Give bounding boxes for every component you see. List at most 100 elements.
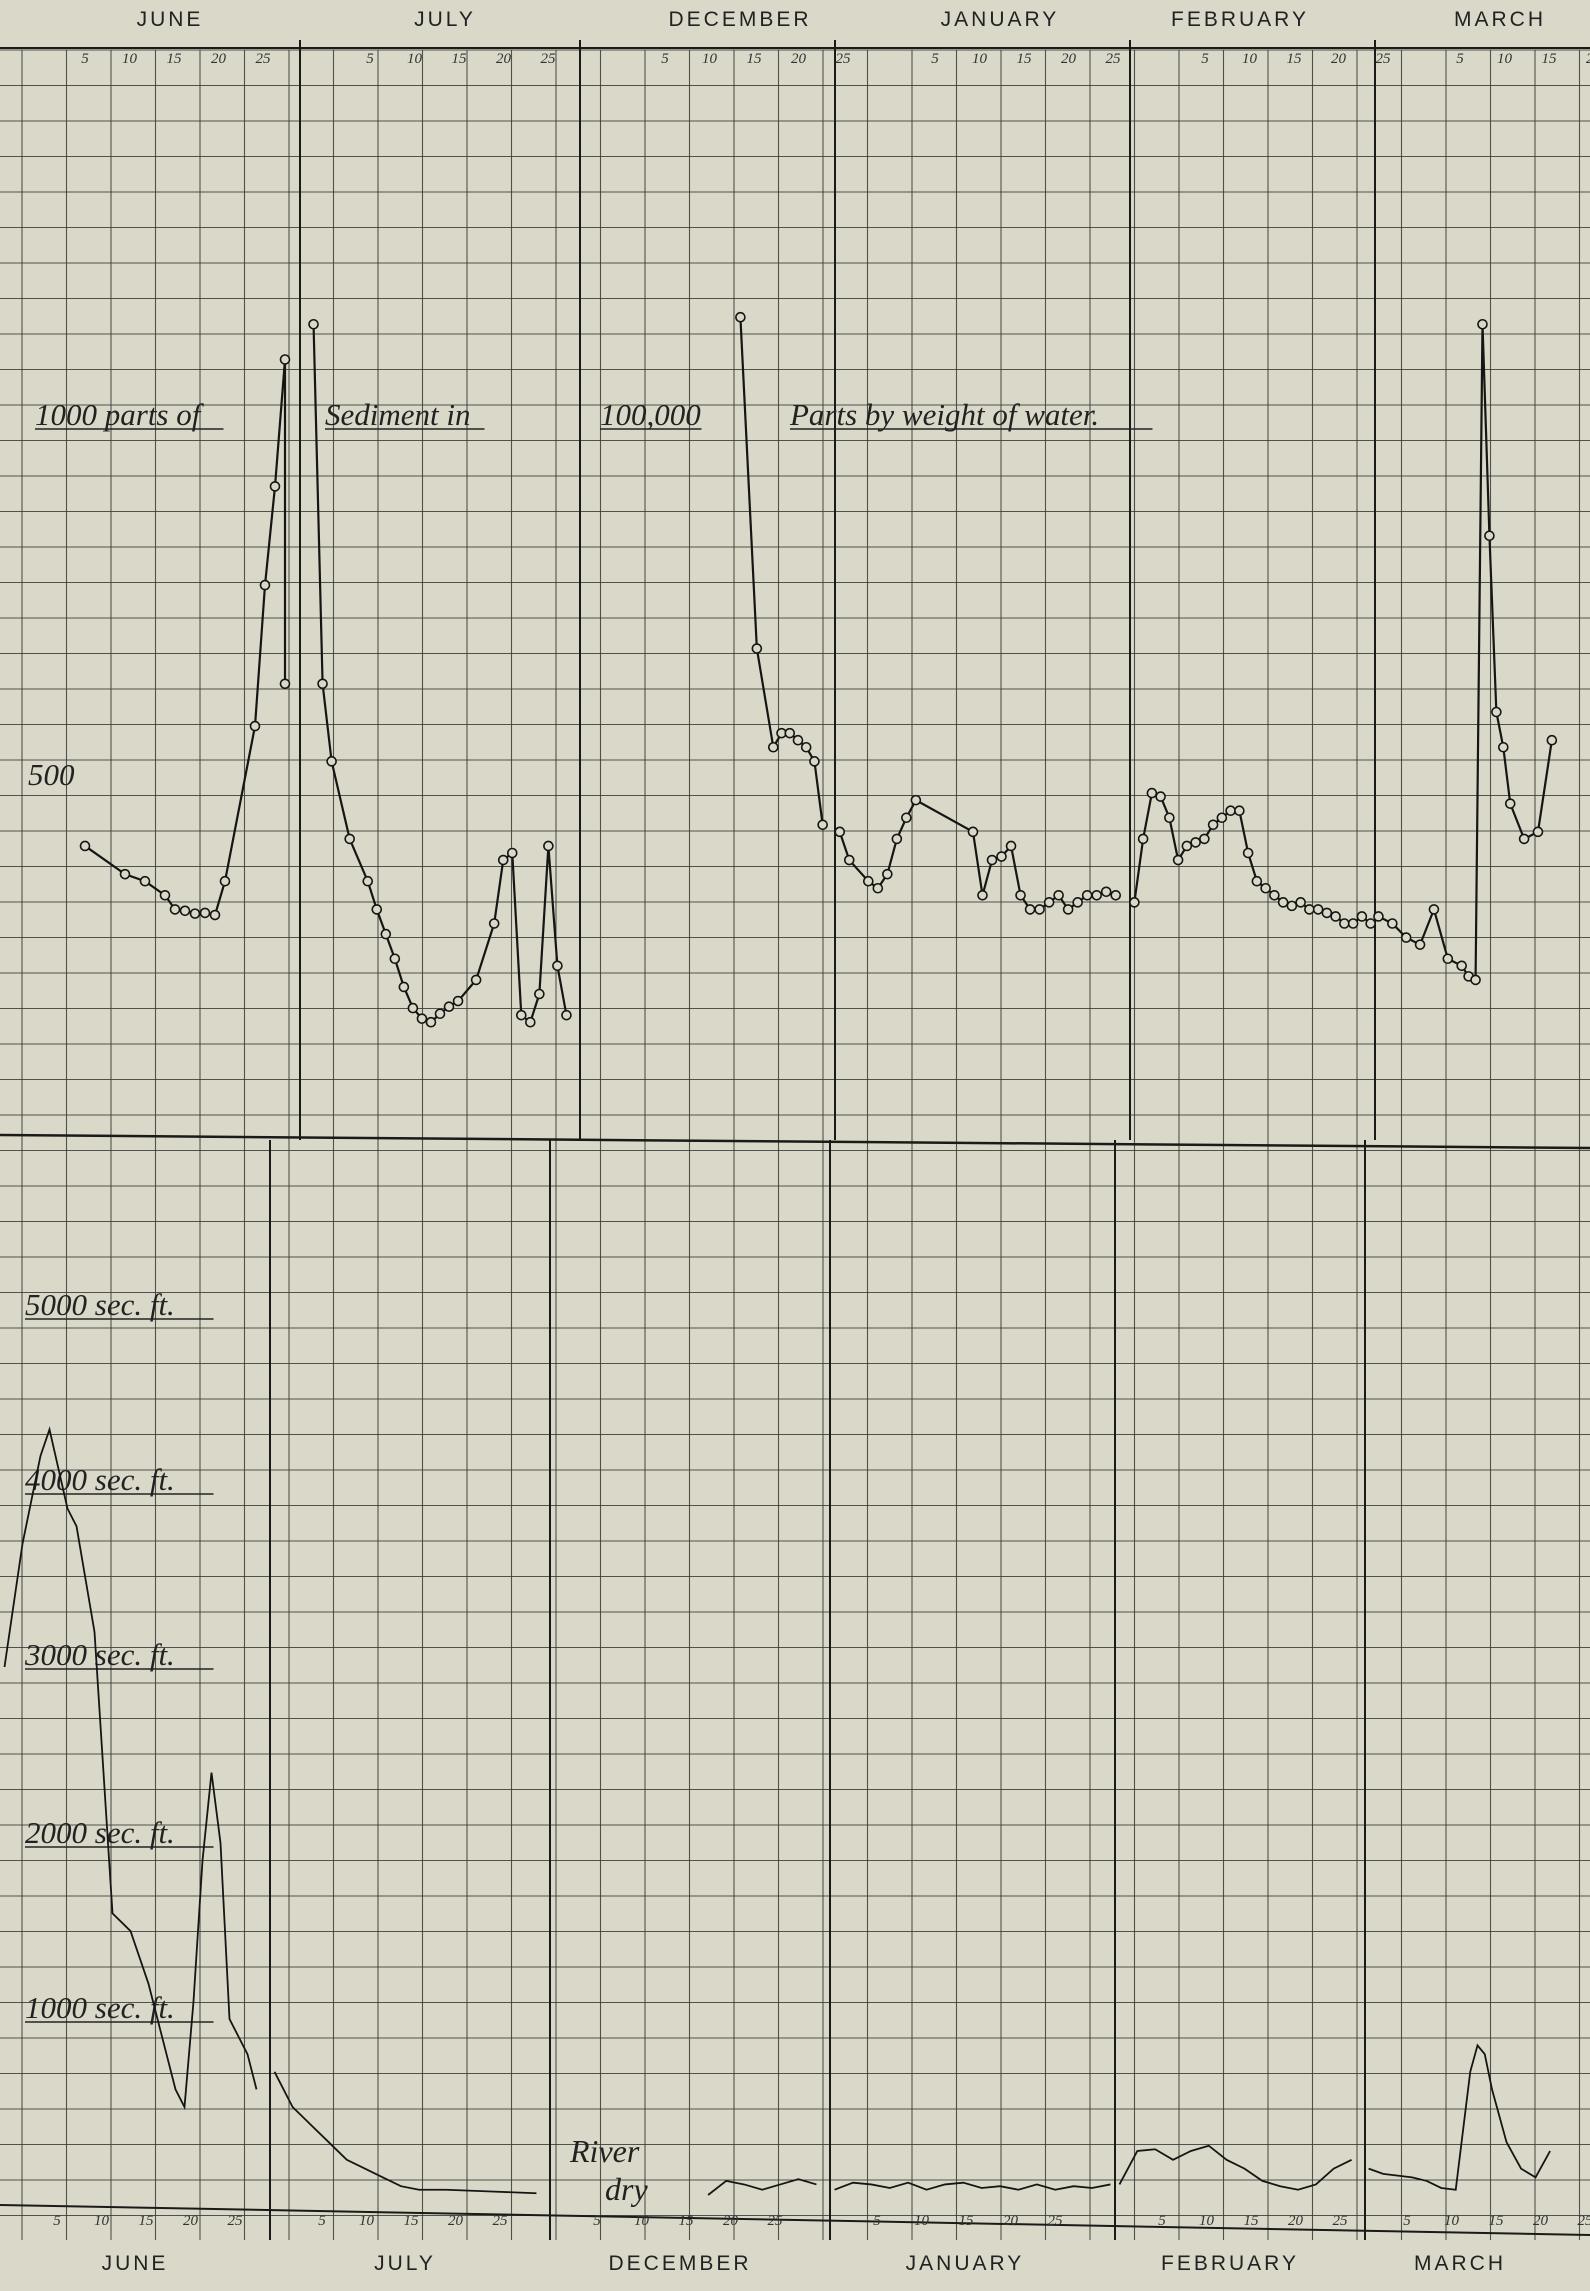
top-day-tick: 10 <box>702 51 718 67</box>
sediment-point <box>901 812 912 824</box>
sediment-point <box>1470 974 1481 986</box>
sediment-point <box>1428 904 1440 915</box>
top-month-label: FEBRUARY <box>1171 8 1309 31</box>
bottom-month-label: FEBRUARY <box>1161 2252 1299 2275</box>
sediment-point <box>891 833 903 845</box>
sediment-point <box>534 988 545 1000</box>
bottom-day-tick: 15 <box>1489 2213 1505 2229</box>
discharge-level-label: 2000 sec. ft. <box>25 1815 175 1850</box>
bottom-day-tick: 10 <box>1199 2213 1215 2229</box>
bottom-month-label: DECEMBER <box>608 2252 751 2275</box>
sediment-point <box>1043 897 1055 908</box>
bottom-day-tick: 20 <box>1003 2213 1019 2229</box>
river-dry-annotation: River <box>569 2133 640 2169</box>
top-day-tick: 25 <box>1106 51 1122 67</box>
sediment-point <box>189 908 201 919</box>
sediment-point <box>1373 911 1384 922</box>
sediment-point <box>967 826 979 838</box>
sediment-point <box>1207 819 1219 831</box>
bottom-day-tick: 15 <box>139 2213 155 2229</box>
discharge-level-label: 1000 sec. ft. <box>25 1990 175 2025</box>
top-day-tick: 10 <box>1242 51 1258 67</box>
bottom-day-tick: 5 <box>873 2213 881 2229</box>
bottom-day-tick: 20 <box>448 2213 464 2229</box>
sediment-title-part3: Parts by weight of water. <box>789 397 1099 432</box>
top-month-label: JANUARY <box>941 8 1060 31</box>
bottom-day-tick: 10 <box>94 2213 110 2229</box>
top-day-tick: 5 <box>81 51 89 67</box>
discharge-level-label: 5000 sec. ft. <box>25 1287 175 1322</box>
sediment-point <box>308 318 319 330</box>
sediment-point <box>1242 847 1254 859</box>
top-day-tick: 25 <box>1376 51 1392 67</box>
sediment-point <box>1286 900 1298 912</box>
sediment-point <box>470 974 482 986</box>
sediment-point <box>259 579 271 591</box>
sediment-point <box>79 840 91 852</box>
sediment-point <box>1504 798 1516 809</box>
sediment-point <box>986 854 998 866</box>
sediment-point <box>882 868 893 880</box>
top-day-tick: 20 <box>496 51 512 67</box>
sediment-point <box>506 847 518 859</box>
sediment-point <box>1225 805 1236 817</box>
sediment-point <box>1365 918 1376 929</box>
sediment-point <box>1456 960 1467 972</box>
bottom-day-tick: 25 <box>1048 2213 1064 2229</box>
top-day-tick: 5 <box>1456 51 1464 67</box>
sediment-point <box>199 907 211 919</box>
sediment-point <box>1129 897 1140 908</box>
sediment-point <box>362 875 374 887</box>
chart-labels: JUNE JULY DECEMBER JANUARY FEBRUARY MARCH JUNE… <box>24 8 1590 2275</box>
top-day-tick: 15 <box>1542 51 1558 67</box>
sediment-point <box>119 868 131 880</box>
bottom-day-tick: 10 <box>634 2213 650 2229</box>
sediment-point <box>139 875 151 887</box>
sediment-point <box>317 678 328 690</box>
sediment-point <box>1260 882 1271 894</box>
sediment-point <box>735 311 746 323</box>
sediment-point <box>1347 918 1359 929</box>
bottom-day-tick: 15 <box>679 2213 695 2229</box>
sediment-point <box>169 904 181 915</box>
sediment-point <box>1484 530 1495 542</box>
bottom-day-tick: 20 <box>1533 2213 1549 2229</box>
sediment-point <box>751 643 763 654</box>
sediment-point <box>1053 889 1064 901</box>
sediment-point <box>1062 904 1074 915</box>
bottom-day-tick: 25 <box>768 2213 784 2229</box>
top-day-tick: 15 <box>1017 51 1033 67</box>
top-month-label: JULY <box>414 8 476 31</box>
sediment-point <box>1312 904 1324 915</box>
top-day-tick: 5 <box>366 51 374 67</box>
sediment-point <box>1414 939 1426 950</box>
panel-separator <box>0 1133 1590 1150</box>
top-day-tick: 10 <box>972 51 988 67</box>
bottom-day-tick: 20 <box>723 2213 739 2229</box>
sediment-point <box>344 833 355 845</box>
sediment-point <box>326 756 337 767</box>
sediment-point <box>1304 904 1315 915</box>
sediment-point <box>371 904 383 915</box>
sediment-point <box>863 875 874 887</box>
top-month-label: MARCH <box>1454 8 1546 31</box>
discharge-line-january <box>834 2181 1111 2191</box>
discharge-line-june <box>3 1426 258 2111</box>
sediment-point <box>792 734 804 746</box>
bottom-day-tick: 15 <box>959 2213 975 2229</box>
sediment-point <box>1387 918 1398 929</box>
sediment-point <box>1181 840 1193 852</box>
sediment-point <box>543 840 554 852</box>
sediment-point <box>1277 897 1289 908</box>
river-dry-annotation: dry <box>605 2171 648 2207</box>
bottom-day-tick: 10 <box>359 2213 375 2229</box>
discharge-level-label: 4000 sec. ft. <box>25 1462 175 1497</box>
bottom-day-tick: 15 <box>404 2213 420 2229</box>
sediment-point <box>1091 889 1102 901</box>
sediment-point <box>515 1009 527 1021</box>
top-day-tick: 10 <box>407 51 423 67</box>
top-day-tick: 20 <box>791 51 807 67</box>
bottom-day-tick: 25 <box>1578 2213 1590 2229</box>
top-day-tick: 15 <box>167 51 183 67</box>
sediment-point <box>219 875 231 887</box>
